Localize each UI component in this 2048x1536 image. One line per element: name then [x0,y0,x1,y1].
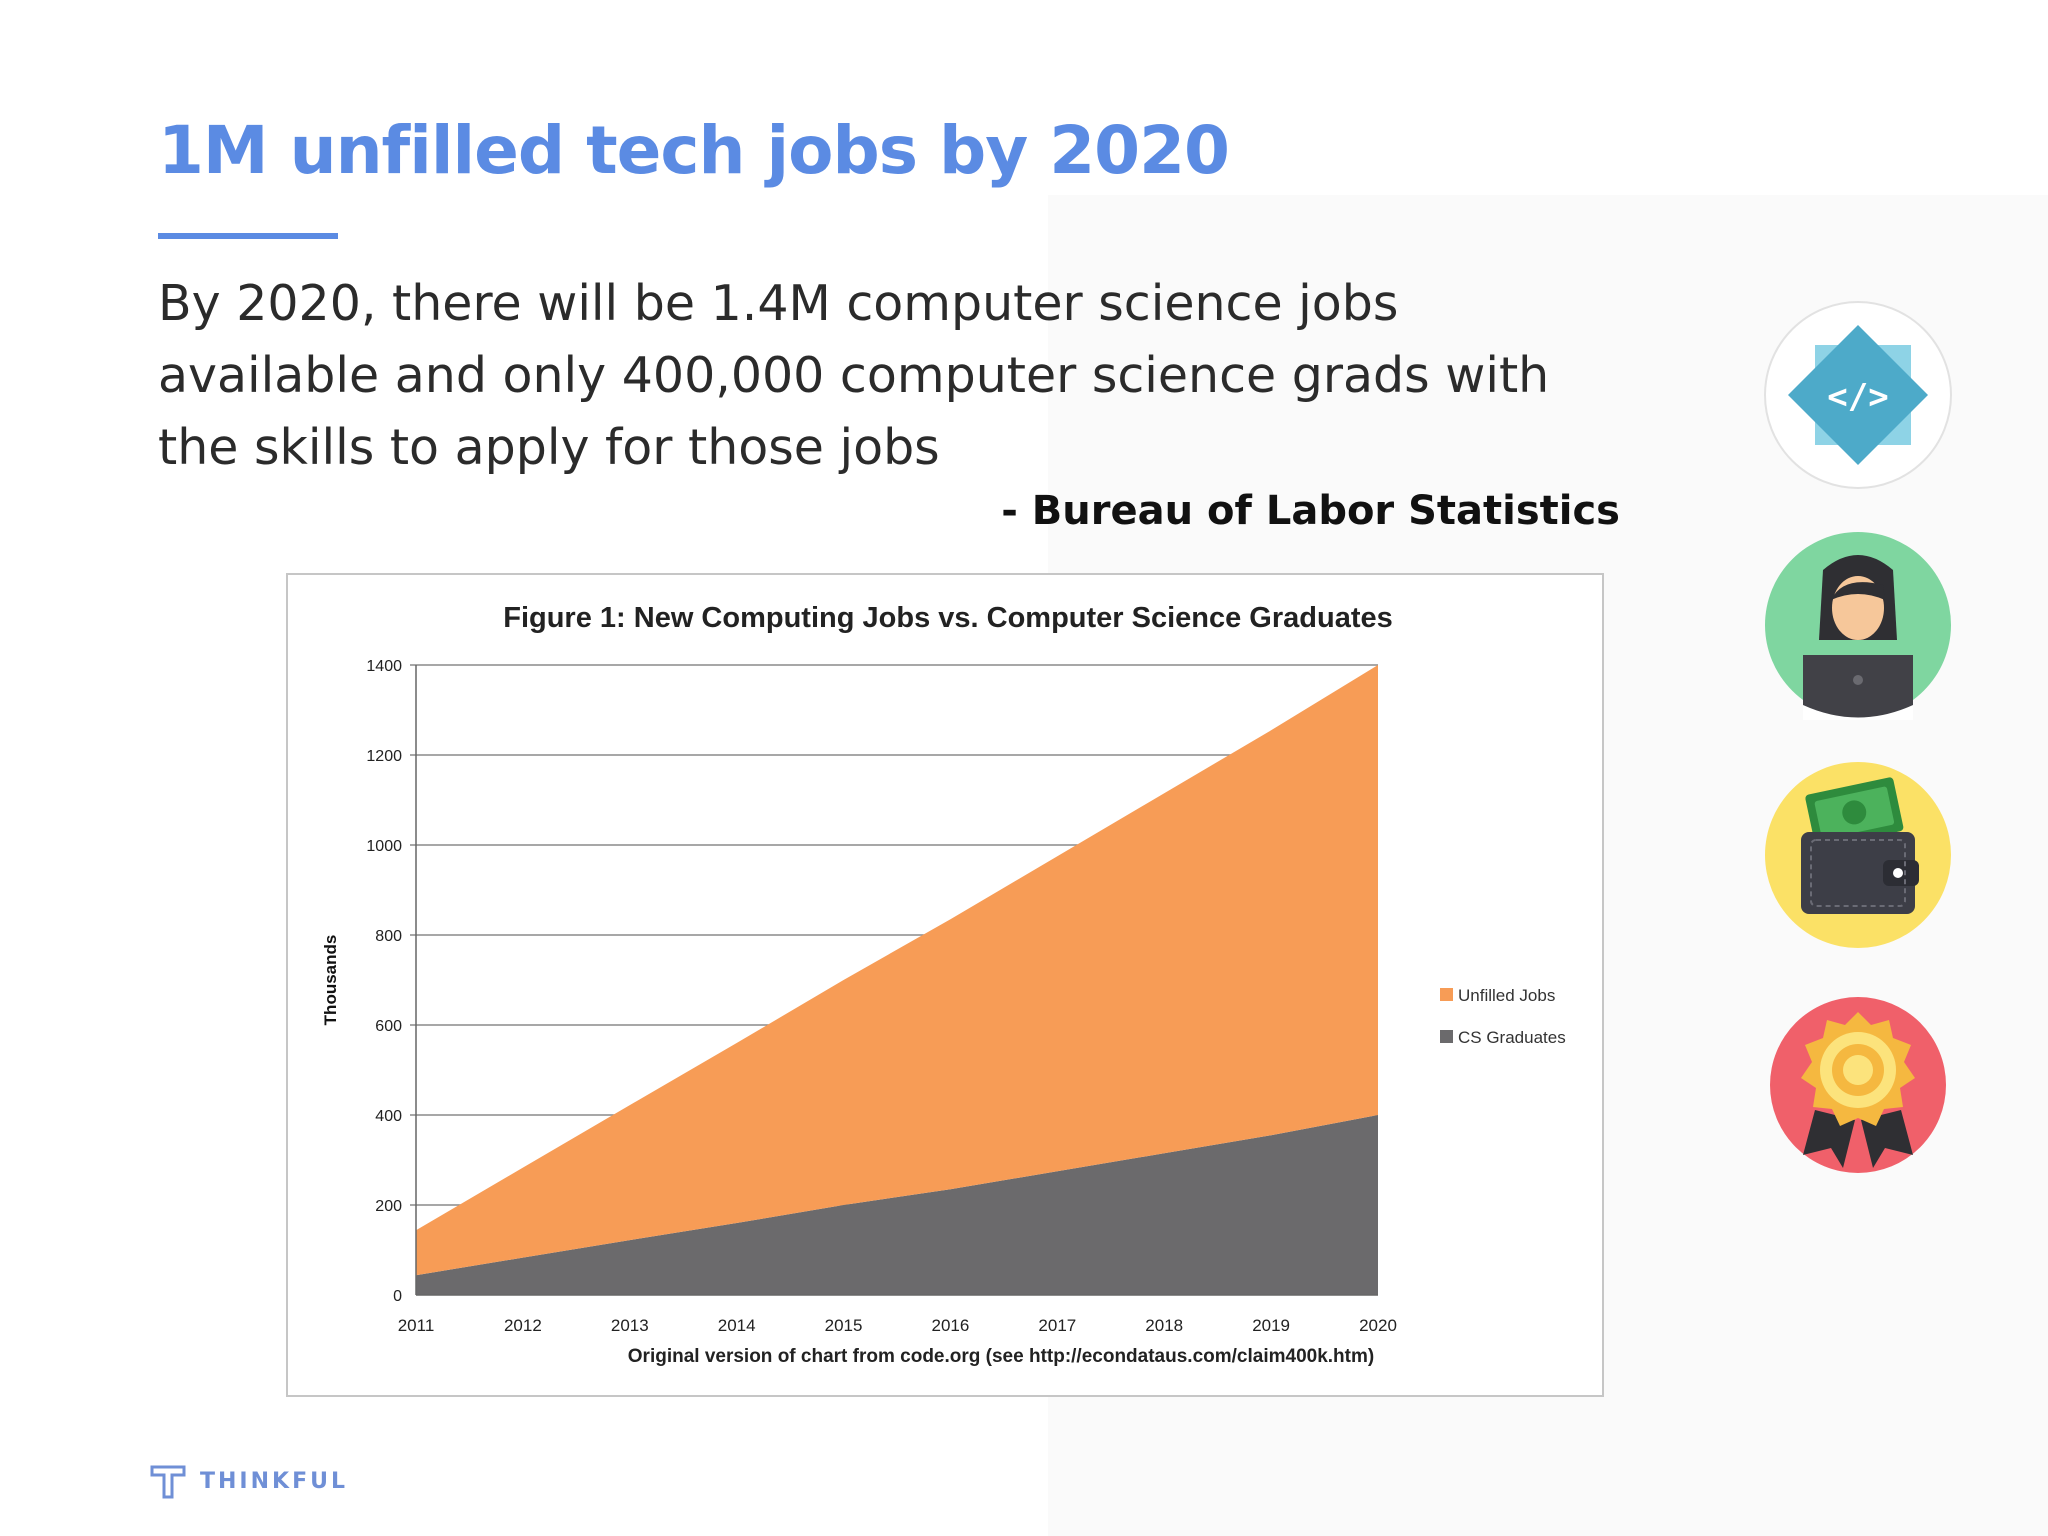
title-underline [158,233,338,239]
y-tick-label: 1200 [366,748,402,765]
chart-title: Figure 1: New Computing Jobs vs. Compute… [503,602,1393,634]
svg-text:</>: </> [1827,377,1888,417]
area-chart: Figure 1: New Computing Jobs vs. Compute… [321,602,1566,1367]
slide-title: 1M unfilled tech jobs by 2020 [158,112,1230,189]
legend-label: CS Graduates [1458,1028,1566,1047]
x-tick-label: 2011 [398,1316,435,1335]
wallet-with-cash-icon [1765,762,1951,948]
x-tick-label: 2014 [718,1316,756,1335]
legend-swatch [1440,1030,1453,1043]
award-badge-icon [1770,997,1946,1173]
x-axis-label: Original version of chart from code.org … [628,1346,1374,1367]
source-attribution: - Bureau of Labor Statistics [1001,488,1620,534]
x-tick-label: 2013 [611,1316,649,1335]
legend-swatch [1440,988,1453,1001]
y-axis-label: Thousands [321,935,340,1026]
thinkful-logo: THINKFUL [150,1463,348,1499]
legend-label: Unfilled Jobs [1458,986,1555,1005]
brand-name: THINKFUL [200,1468,348,1494]
chart-frame: Figure 1: New Computing Jobs vs. Compute… [286,573,1604,1397]
x-tick-label: 2018 [1145,1316,1183,1335]
area-series [416,665,1378,1295]
person-at-laptop-icon [1765,532,1951,720]
area-cs-graduates [416,1115,1378,1295]
x-tick-label: 2019 [1252,1316,1290,1335]
y-tick-label: 1400 [366,658,402,675]
x-tick-label: 2020 [1359,1316,1397,1335]
y-tick-label: 200 [375,1198,402,1215]
x-tick-label: 2017 [1038,1316,1076,1335]
y-tick-label: 800 [375,928,402,945]
y-tick-label: 1000 [366,838,402,855]
slide-body-text: By 2020, there will be 1.4M computer sci… [158,275,1550,476]
x-tick-label: 2015 [825,1316,863,1335]
thinkful-logo-icon [150,1465,186,1499]
x-tick-label: 2012 [504,1316,542,1335]
y-tick-label: 600 [375,1018,402,1035]
y-tick-label: 400 [375,1108,402,1125]
code-icon: </> [1764,301,1952,489]
chart-legend: Unfilled Jobs CS Graduates [1440,986,1566,1047]
axes: 0 200 400 600 800 1000 1200 1400 2011 2012 2013 201… [366,658,1397,1335]
y-tick-label: 0 [393,1288,402,1305]
area-unfilled-jobs [416,665,1378,1276]
x-tick-label: 2016 [932,1316,970,1335]
